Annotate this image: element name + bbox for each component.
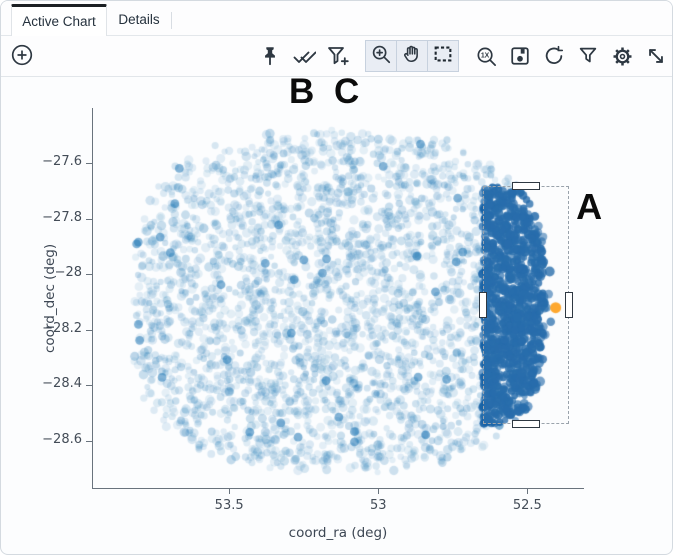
y-tick-label: −27.6 — [42, 154, 82, 170]
selection-box[interactable] — [482, 185, 570, 425]
x-tickmark — [527, 488, 529, 494]
tab-active-chart[interactable]: Active Chart — [11, 4, 107, 36]
selection-handle-top[interactable] — [511, 181, 540, 190]
y-tickmark — [86, 440, 92, 442]
x-tick-label: 53 — [369, 498, 387, 513]
annotation-letter-a: A — [576, 185, 603, 227]
y-tickmark — [86, 274, 92, 276]
x-tick-label: 53.5 — [214, 498, 244, 513]
y-tick-label: −28.6 — [42, 431, 82, 447]
tab-active-chart-label: Active Chart — [22, 14, 96, 29]
x-tickmark — [378, 488, 380, 494]
y-tickmark — [86, 385, 92, 387]
annotation-letter-c: C — [334, 72, 360, 111]
selection-handle-left[interactable] — [478, 291, 487, 318]
y-tickmark — [86, 163, 92, 165]
y-axis-title: coord_dec (deg) — [42, 243, 58, 353]
y-tickmark — [86, 329, 92, 331]
y-tick-label: −28.4 — [42, 376, 82, 392]
selection-handle-bottom[interactable] — [511, 420, 540, 429]
y-tick-label: −28.2 — [42, 320, 82, 336]
x-tick-label: 52.5 — [512, 498, 542, 513]
y-axis-spine — [92, 108, 93, 488]
y-tickmark — [86, 218, 92, 220]
selection-handle-right[interactable] — [565, 291, 574, 318]
y-tick-label: −28 — [54, 265, 82, 281]
annotation-letter-b: B — [289, 72, 315, 111]
x-axis-title: coord_ra (deg) — [288, 525, 388, 541]
x-axis-spine — [92, 488, 584, 489]
y-tick-label: −27.8 — [42, 209, 82, 225]
x-tickmark — [229, 488, 231, 494]
